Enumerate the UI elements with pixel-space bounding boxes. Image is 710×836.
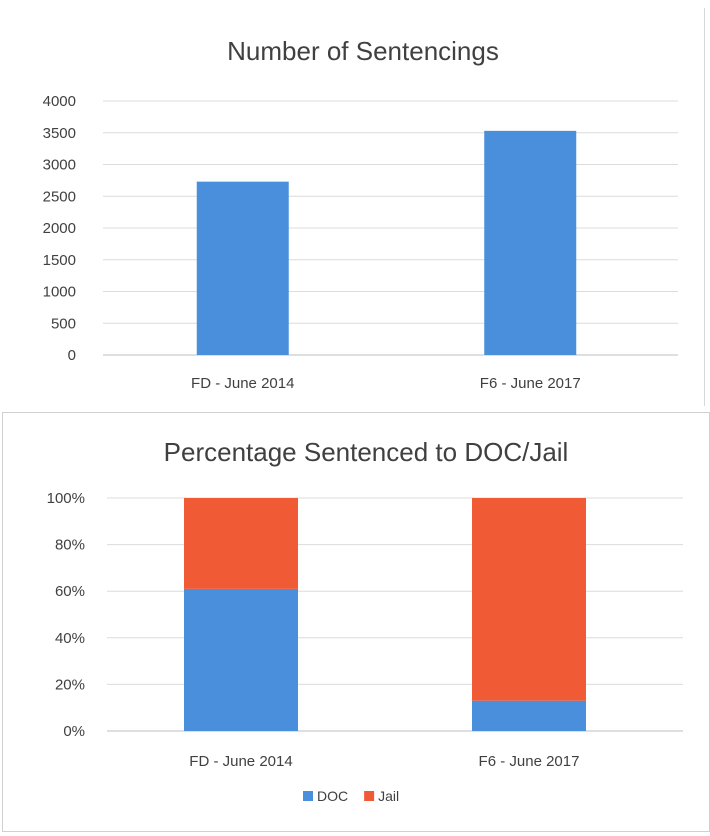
chart-title: Number of Sentencings: [227, 36, 499, 66]
x-category-label: F6 - June 2017: [480, 375, 581, 392]
bar: [484, 131, 576, 355]
chart-title: Percentage Sentenced to DOC/Jail: [164, 437, 569, 467]
legend-label-doc: DOC: [317, 788, 348, 804]
x-category-label: FD - June 2014: [189, 753, 292, 770]
bar-segment-jail: [184, 498, 298, 589]
y-tick-label: 80%: [55, 537, 85, 554]
y-tick-label: 0: [68, 347, 76, 364]
sentencings-chart: Number of Sentencings 0 500 1000 1500 2000 250…: [6, 8, 704, 406]
bar-segment-doc: [472, 701, 586, 731]
y-tick-label: 40%: [55, 630, 85, 647]
bar-segment-doc: [184, 589, 298, 731]
y-tick-label: 3500: [43, 125, 76, 142]
y-tick-label: 4000: [43, 93, 76, 110]
y-tick-label: 2500: [43, 188, 76, 205]
y-tick-label: 3000: [43, 157, 76, 174]
y-tick-label: 500: [51, 315, 76, 332]
doc-jail-chart: Percentage Sentenced to DOC/Jail 0% 20% 40%…: [3, 413, 709, 831]
y-tick-label: 1000: [43, 284, 76, 301]
x-category-label: FD - June 2014: [191, 375, 294, 392]
legend-label-jail: Jail: [378, 788, 399, 804]
doc-jail-chart-panel: Percentage Sentenced to DOC/Jail 0% 20% 40%…: [2, 412, 710, 832]
y-tick-label: 60%: [55, 583, 85, 600]
y-tick-label: 100%: [47, 490, 85, 507]
y-tick-label: 2000: [43, 220, 76, 237]
y-tick-label: 0%: [63, 723, 85, 740]
sentencings-chart-panel: Number of Sentencings 0 500 1000 1500 2000 250…: [6, 8, 705, 406]
y-tick-label: 20%: [55, 676, 85, 693]
x-category-label: F6 - June 2017: [479, 753, 580, 770]
legend-swatch-doc: [303, 791, 313, 801]
bar-segment-jail: [472, 498, 586, 701]
y-tick-label: 1500: [43, 252, 76, 269]
legend-swatch-jail: [364, 791, 374, 801]
bar: [197, 182, 289, 355]
